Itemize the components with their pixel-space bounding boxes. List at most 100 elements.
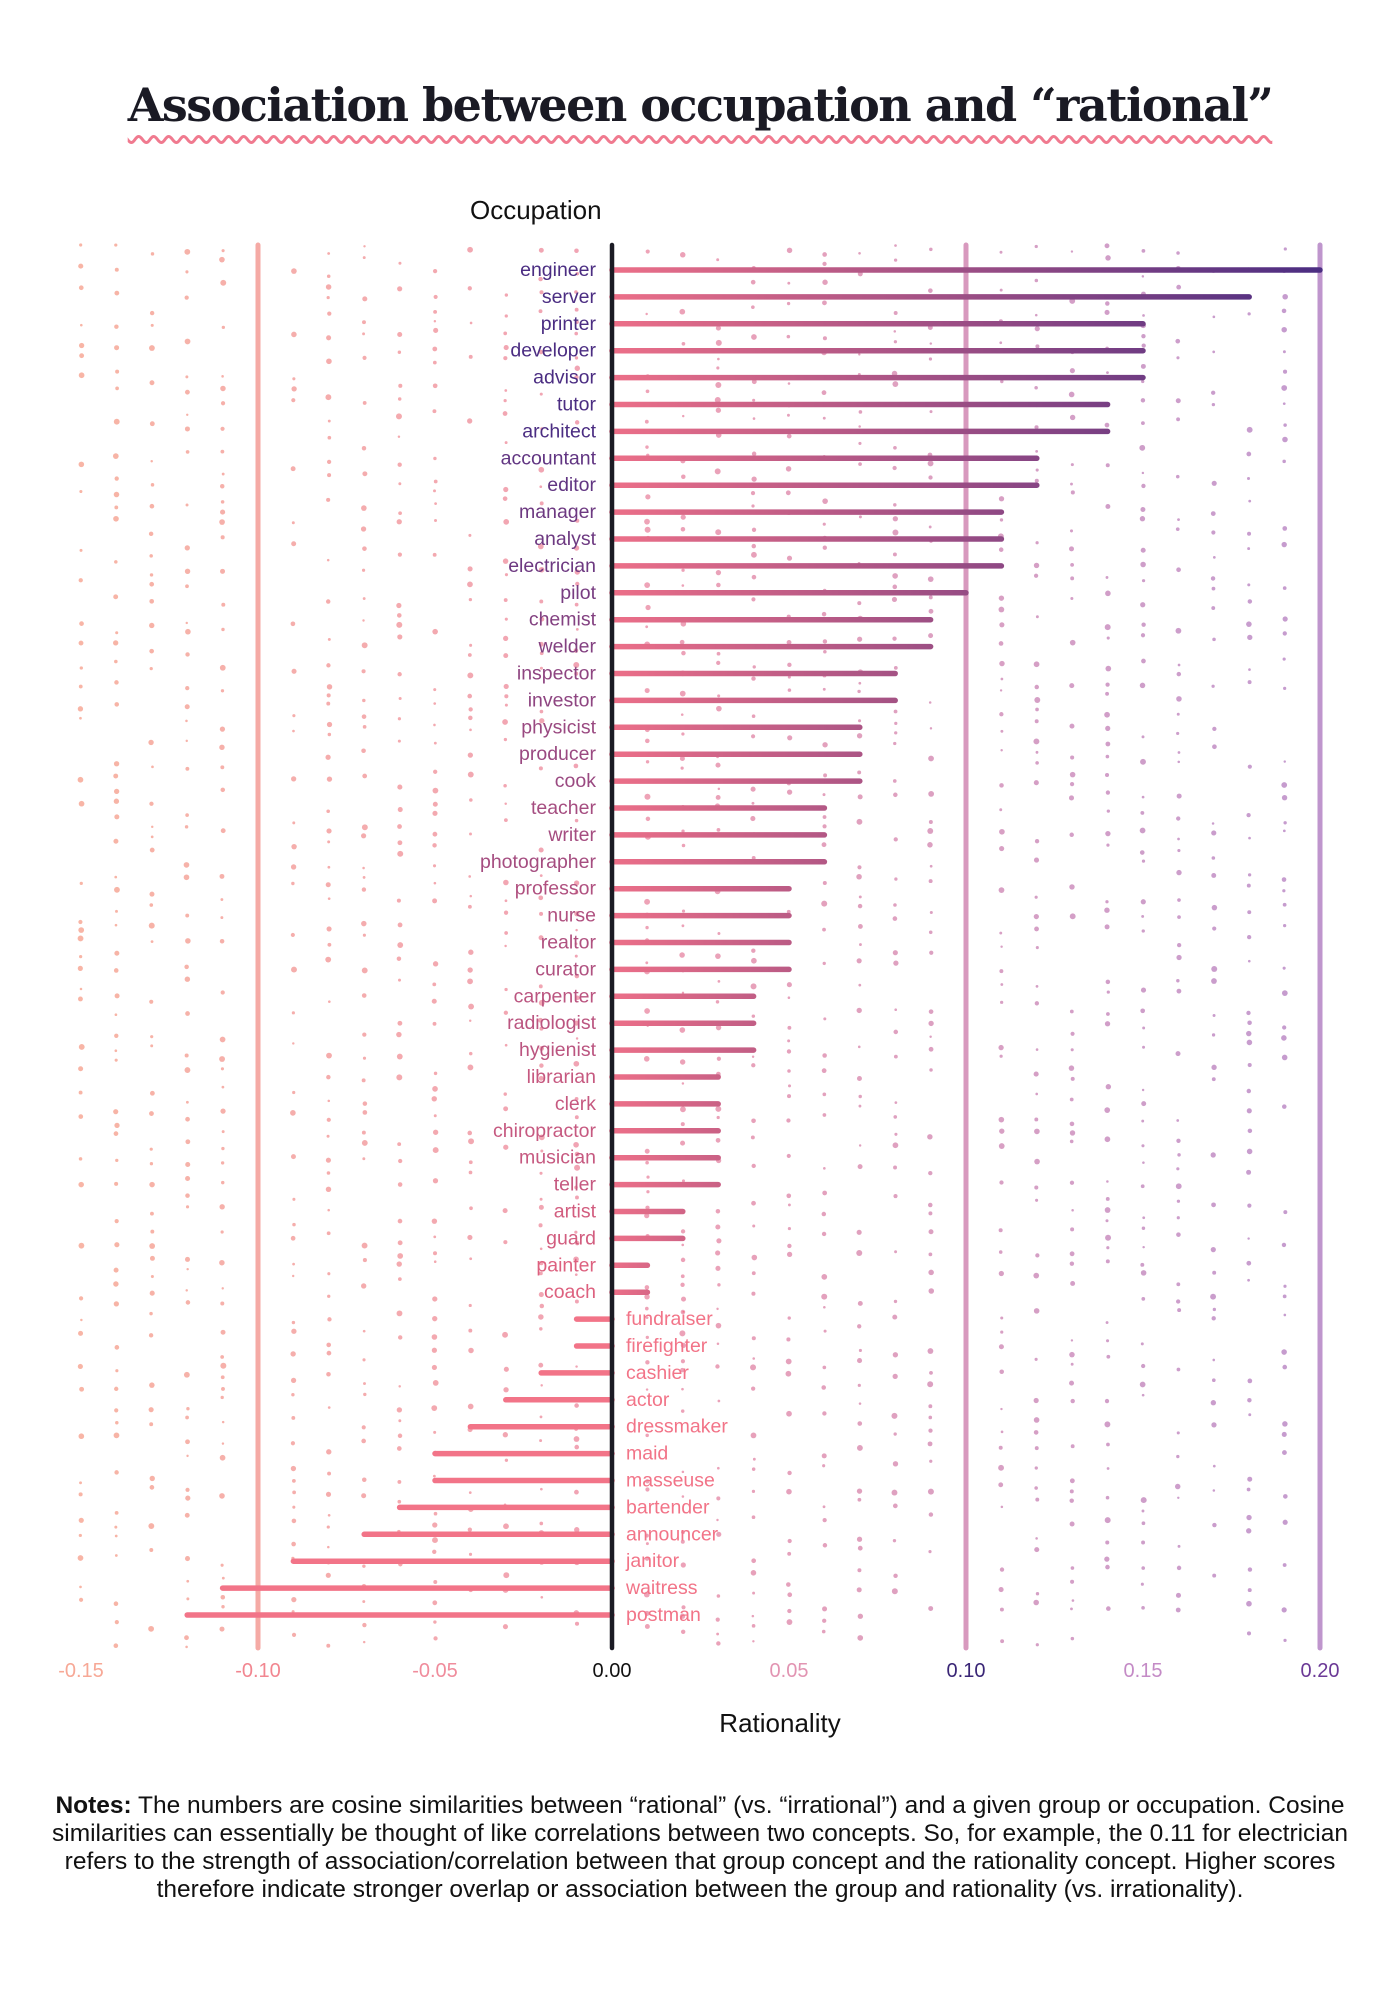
- grid-dot: [538, 999, 545, 1006]
- grid-dot: [680, 1106, 686, 1113]
- grid-dot: [679, 755, 685, 762]
- grid-dot: [361, 1078, 366, 1083]
- grid-dot: [1069, 1121, 1075, 1127]
- grid-dot: [716, 827, 721, 832]
- grid-dot: [539, 1327, 543, 1331]
- grid-dot: [292, 1090, 296, 1095]
- grid-dot: [503, 331, 508, 336]
- grid-dot: [327, 1272, 331, 1276]
- grid-dot: [1069, 723, 1075, 729]
- grid-dot: [1105, 1564, 1110, 1570]
- grid-dot: [1033, 1308, 1040, 1314]
- grid-dot: [928, 1170, 933, 1176]
- grid-dot: [1035, 1048, 1039, 1051]
- grid-dot: [1246, 1260, 1252, 1266]
- grid-dot: [786, 1049, 792, 1054]
- grid-dot: [115, 1421, 119, 1425]
- grid-dot: [185, 1415, 189, 1420]
- grid-dot: [893, 445, 897, 450]
- grid-dot: [1034, 278, 1039, 283]
- grid-dot: [1070, 1566, 1075, 1570]
- grid-dot: [79, 955, 83, 959]
- grid-dot: [681, 1243, 685, 1247]
- bar-label-tutor: tutor: [557, 394, 597, 416]
- grid-dot: [113, 1432, 120, 1439]
- grid-dot: [361, 993, 367, 998]
- grid-dot: [645, 1479, 650, 1484]
- grid-dot: [645, 1388, 649, 1391]
- grid-dot: [1140, 987, 1147, 993]
- grid-dot: [751, 527, 757, 532]
- grid-dot: [114, 1181, 119, 1186]
- grid-dot: [149, 380, 155, 386]
- grid-dot: [469, 321, 473, 325]
- grid-dot: [539, 1026, 544, 1031]
- grid-dot: [1033, 573, 1039, 578]
- grid-dot: [998, 641, 1004, 646]
- grid-dot: [149, 903, 154, 907]
- grid-dot: [1142, 1161, 1145, 1164]
- grid-dot: [999, 808, 1003, 812]
- grid-dot: [1104, 1398, 1110, 1404]
- grid-dot: [1140, 1497, 1147, 1504]
- grid-dot: [433, 294, 438, 300]
- grid-dot: [185, 1011, 190, 1016]
- grid-dot: [219, 1036, 226, 1043]
- grid-dot: [1141, 1509, 1145, 1513]
- grid-dot: [679, 1613, 686, 1619]
- grid-dot: [998, 595, 1005, 601]
- grid-dot: [184, 295, 189, 300]
- grid-dot: [78, 1157, 83, 1161]
- grid-dot: [1140, 1582, 1144, 1586]
- grid-dot: [680, 766, 684, 770]
- grid-dot: [679, 1330, 686, 1337]
- grid-dot: [858, 353, 861, 356]
- grid-dot: [292, 729, 295, 733]
- grid-dot: [79, 353, 85, 359]
- grid-dot: [751, 451, 757, 457]
- grid-dot: [327, 1471, 332, 1476]
- grid-dot: [503, 1010, 509, 1015]
- grid-dot: [786, 334, 791, 339]
- grid-dot: [857, 1545, 863, 1551]
- grid-dot: [574, 1299, 579, 1304]
- grid-dot: [1211, 530, 1216, 535]
- grid-dot: [1140, 1342, 1144, 1346]
- grid-dot: [681, 584, 685, 587]
- grid-dot: [115, 909, 118, 913]
- grid-dot: [645, 494, 651, 500]
- grid-dot: [893, 340, 898, 344]
- bar-label-welder: welder: [538, 636, 597, 658]
- grid-dot: [928, 1550, 932, 1554]
- grid-dot: [467, 1527, 473, 1532]
- grid-dot: [787, 281, 791, 285]
- grid-dot: [822, 1464, 826, 1468]
- grid-dot: [715, 325, 721, 331]
- grid-dot: [185, 270, 189, 274]
- grid-dot: [78, 1433, 85, 1440]
- grid-dot: [149, 554, 153, 558]
- grid-dot: [1140, 363, 1146, 369]
- grid-dot: [1104, 1421, 1111, 1428]
- grid-dot: [502, 1432, 508, 1438]
- grid-dot: [891, 1489, 898, 1496]
- grid-dot: [856, 1007, 862, 1014]
- grid-dot: [715, 1208, 721, 1214]
- grid-dot: [750, 279, 756, 285]
- grid-dot: [1139, 850, 1145, 855]
- grid-dot: [1247, 764, 1252, 769]
- grid-dot: [680, 1342, 687, 1349]
- grid-dot: [1141, 735, 1145, 739]
- grid-dot: [114, 993, 120, 999]
- grid-dot: [292, 821, 296, 825]
- grid-dot: [893, 665, 898, 670]
- grid-dot: [396, 1074, 403, 1081]
- grid-dot: [80, 323, 83, 327]
- grid-dot: [397, 286, 403, 292]
- grid-dot: [927, 1488, 934, 1495]
- grid-dot: [928, 930, 933, 935]
- grid-dot: [1104, 624, 1111, 631]
- grid-dot: [539, 666, 543, 670]
- grid-dot: [786, 433, 792, 439]
- grid-dot: [1141, 1088, 1145, 1092]
